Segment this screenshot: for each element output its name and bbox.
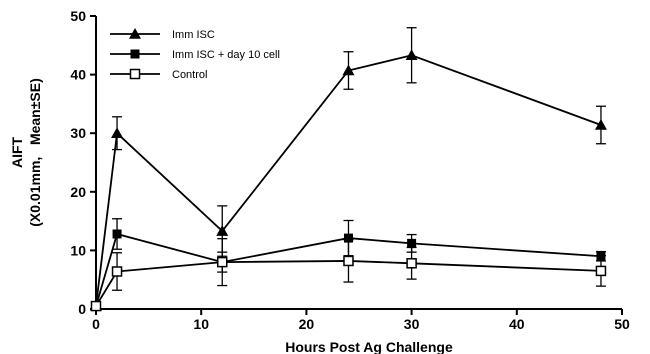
- legend: Imm ISC Imm ISC + day 10 cell Control: [110, 28, 280, 81]
- series-line-1: [95, 232, 602, 307]
- series-2: [90, 238, 607, 312]
- legend-label-1: Imm ISC + day 10 cell: [172, 49, 280, 61]
- x-tick-label-20: 20: [299, 316, 315, 332]
- x-tick-label-10: 10: [193, 316, 209, 332]
- x-tick-label-0: 0: [92, 316, 100, 332]
- series-line-2: [95, 260, 601, 307]
- series-layer: [90, 27, 607, 312]
- data-point-2-2: [216, 256, 228, 268]
- legend-marker-0: [129, 28, 141, 39]
- legend-label-0: Imm ISC: [172, 29, 215, 41]
- data-point-0-2: [216, 225, 229, 236]
- x-tick-label-50: 50: [614, 316, 630, 332]
- legend-marker-2: [129, 68, 141, 80]
- x-axis-title: Hours Post Ag Challenge: [285, 339, 453, 354]
- data-point-2-3: [343, 255, 354, 267]
- data-point-2-0: [90, 300, 102, 312]
- data-point-0-3: [342, 64, 355, 76]
- data-point-2-1: [111, 266, 123, 277]
- data-point-0-5: [594, 118, 607, 130]
- data-point-1-1: [112, 229, 122, 239]
- legend-label-2: Control: [172, 69, 207, 81]
- x-tick-label-30: 30: [404, 316, 420, 332]
- legend-marker-1: [130, 49, 140, 59]
- y-tick-label-30: 30: [70, 125, 86, 141]
- data-point-1-3: [343, 233, 353, 243]
- y-tick-label-10: 10: [70, 242, 86, 258]
- data-point-1-4: [407, 238, 417, 248]
- y-axis-title: AIFT (X0.01mm, Mean±SE): [9, 78, 43, 227]
- series-line-0: [95, 54, 602, 307]
- data-point-0-1: [111, 127, 124, 138]
- data-point-2-4: [406, 258, 417, 269]
- y-tick-label-50: 50: [70, 8, 86, 24]
- y-axis-title-line-1: AIFT: [9, 137, 25, 169]
- data-point-2-5: [595, 265, 607, 277]
- x-tick-label-40: 40: [509, 316, 525, 332]
- y-tick-label-0: 0: [78, 301, 86, 317]
- data-point-0-4: [405, 49, 418, 61]
- axes: [95, 16, 622, 310]
- y-tick-label-40: 40: [70, 67, 86, 83]
- y-axis-title-line-2: (X0.01mm, Mean±SE): [27, 78, 43, 227]
- y-tick-label-20: 20: [70, 184, 86, 200]
- ticks: 0 10 20 30 40 50 0 10 20 30 40 50: [70, 8, 630, 332]
